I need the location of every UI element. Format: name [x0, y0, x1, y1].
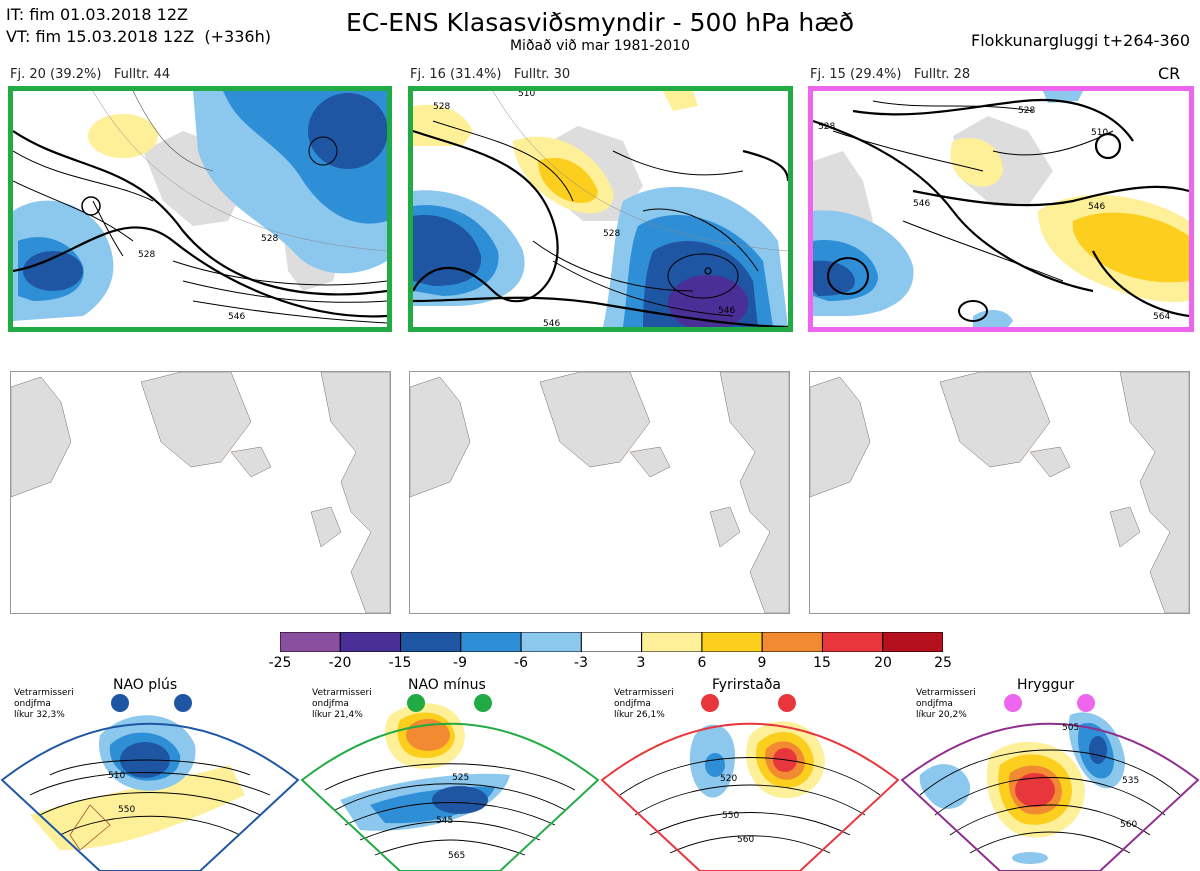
regime-nao-minus[interactable]: Vetrarmisseri ondjfma líkur 21,4% NAO mínu… [300, 675, 600, 871]
cluster-1-caption: Fj. 20 (39.2%) Fulltr. 44 [10, 67, 171, 82]
empty-map-1 [10, 371, 391, 614]
init-time: IT: fim 01.03.2018 12Z [6, 5, 188, 24]
regime-title: NAO plús [113, 677, 178, 693]
colorbar-tick: -25 [268, 655, 292, 671]
regime-note: Vetrarmisseri ondjfma líkur 32,3% [14, 688, 74, 720]
regime-note: Vetrarmisseri ondjfma líkur 20,2% [916, 688, 976, 720]
colorbar-swatch [520, 631, 582, 653]
colorbar-tick: -3 [574, 655, 588, 671]
colorbar-swatch [761, 631, 823, 653]
regime-nao-plus[interactable]: Vetrarmisseri ondjfma líkur 32,3% NAO plús… [0, 675, 300, 871]
colorbar-tick: -6 [514, 655, 528, 671]
colorbar-tick: 9 [757, 655, 767, 671]
colorbar-tick: 20 [874, 655, 892, 671]
regime-contour-label: 565 [448, 851, 465, 861]
regime-contour-label: 560 [737, 835, 754, 845]
cluster-1-contour-label: 528 [138, 250, 155, 260]
colorbar-swatch [821, 631, 884, 653]
header-left: IT: fim 01.03.2018 12Z VT: fim 15.03.201… [6, 4, 271, 48]
colorbar-swatches [279, 631, 944, 653]
valid-time: VT: fim 15.03.2018 12Z (+336h) [6, 27, 271, 46]
cluster-3-contour-label: 546 [1088, 202, 1105, 212]
regime-contour-label: 510 [108, 771, 125, 781]
cluster-3-contour-label: 528 [818, 122, 835, 132]
cluster-3-caption: Fj. 15 (29.4%) Fulltr. 28 [810, 67, 971, 82]
classification-window: Flokkunargluggi t+264-360 [971, 31, 1190, 50]
cluster-1-contour-label: 546 [228, 312, 245, 322]
cluster-3-tag: CR [1158, 64, 1181, 83]
cluster-2-map[interactable]: 528 510 528 546 546 [408, 86, 793, 332]
regime-hryggur[interactable]: Vetrarmisseri ondjfma líkur 20,2% Hryggur … [900, 675, 1200, 871]
colorbar-tick: -15 [388, 655, 412, 671]
cluster-2-contour-label: 528 [433, 102, 450, 112]
regime-contour-label: 525 [452, 773, 469, 783]
regime-title: NAO mínus [408, 677, 486, 693]
regime-note: Vetrarmisseri ondjfma líkur 26,1% [614, 688, 674, 720]
colorbar-tick: 6 [697, 655, 707, 671]
regime-contour-label: 560 [1120, 820, 1137, 830]
cluster-2-contour-label: 546 [718, 306, 735, 316]
regime-contour-label: 550 [118, 805, 135, 815]
regime-fyrirstada[interactable]: Vetrarmisseri ondjfma líkur 26,1% Fyrirsta… [600, 675, 900, 871]
page-subtitle: Miðað við mar 1981-2010 [509, 38, 691, 54]
regime-contour-label: 520 [720, 774, 737, 784]
colorbar-swatch [641, 631, 703, 653]
cluster-3-contour-label: 528 [1018, 106, 1035, 116]
empty-map-3 [809, 371, 1190, 614]
empty-map-2 [409, 371, 790, 614]
cluster-2-caption: Fj. 16 (31.4%) Fulltr. 30 [410, 67, 571, 82]
cluster-2-contour-label: 528 [603, 229, 620, 239]
colorbar-swatch [701, 631, 763, 653]
cluster-2-contour-label: 510 [518, 91, 535, 99]
regime-contour-label: 545 [436, 816, 453, 826]
cluster-3-contour-label: 510 [1091, 128, 1108, 138]
regime-title: Hryggur [1017, 677, 1074, 693]
colorbar-swatch [339, 631, 402, 653]
regime-contour-label: 550 [722, 811, 739, 821]
regime-contour-label: 505 [1062, 723, 1079, 733]
cluster-2-contour-label: 546 [543, 319, 560, 327]
colorbar-tick: 15 [813, 655, 831, 671]
regime-contour-label: 535 [1122, 776, 1139, 786]
cluster-3-contour-label: 546 [913, 199, 930, 209]
colorbar [279, 631, 944, 653]
cluster-1-map[interactable]: 528 528 546 [8, 86, 392, 332]
cluster-3-contour-label: 564 [1153, 312, 1170, 322]
colorbar-tick: -20 [328, 655, 352, 671]
page-title: EC-ENS Klasasviðsmyndir - 500 hPa hæð [345, 8, 855, 37]
colorbar-swatch [460, 631, 522, 653]
colorbar-tick: 25 [934, 655, 952, 671]
colorbar-tick: 3 [636, 655, 646, 671]
regime-note: Vetrarmisseri ondjfma líkur 21,4% [312, 688, 372, 720]
colorbar-swatch [279, 631, 341, 653]
cluster-3-map[interactable]: 528 528 510 546 546 564 [808, 86, 1194, 332]
colorbar-swatch [580, 631, 643, 653]
colorbar-swatch [882, 631, 944, 653]
colorbar-tick: -9 [453, 655, 467, 671]
cluster-1-contour-label: 528 [261, 234, 278, 244]
regime-title: Fyrirstaða [712, 677, 781, 693]
colorbar-ticks: -25 -20 -15 -9 -6 -3 3 6 9 15 20 25 [265, 655, 958, 673]
colorbar-swatch [400, 631, 462, 653]
